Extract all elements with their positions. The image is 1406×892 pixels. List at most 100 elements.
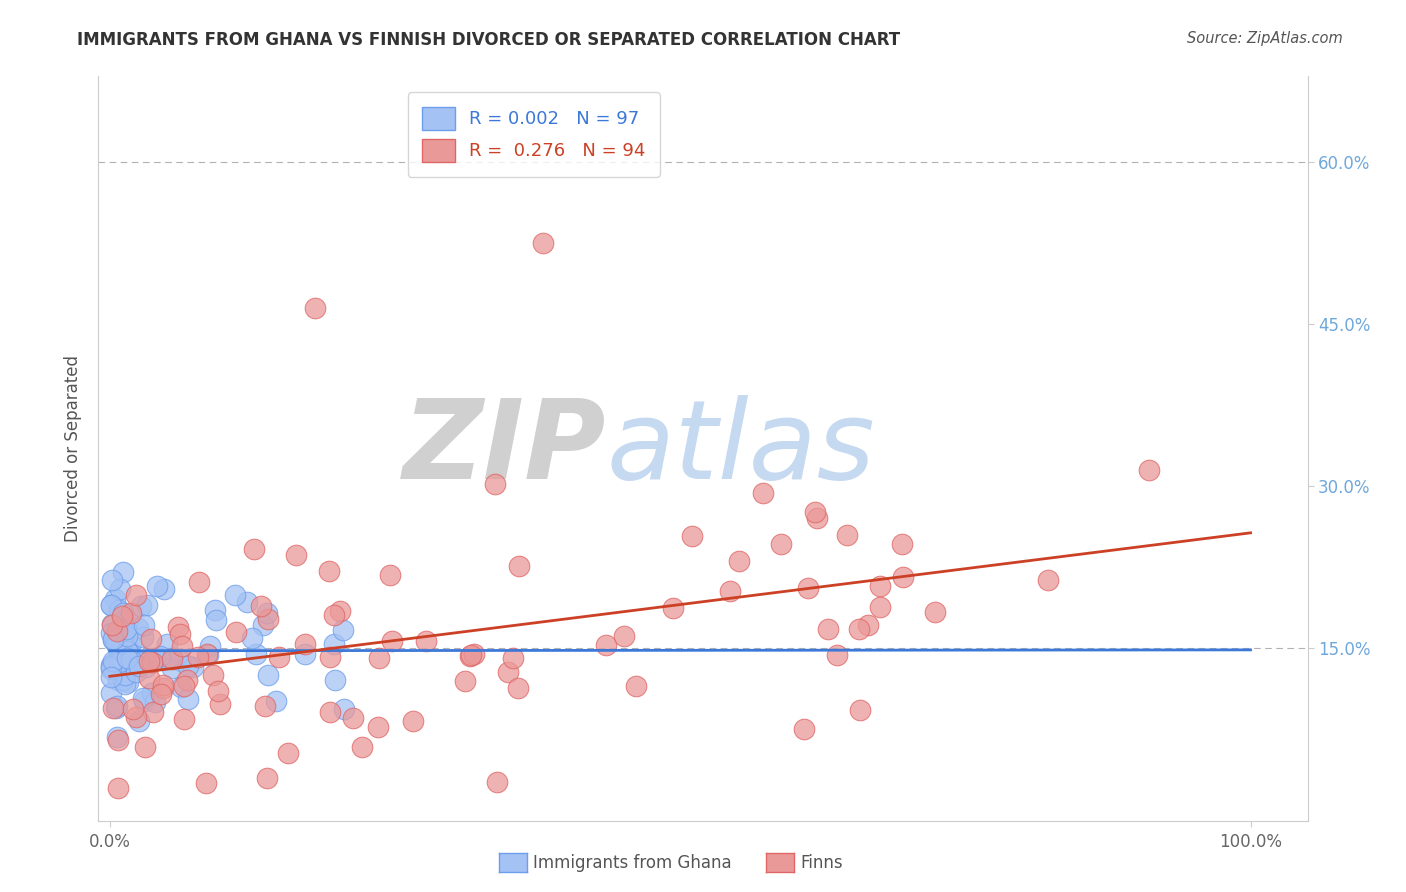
Point	[121, 702, 143, 716]
Point	[114, 677, 136, 691]
Point	[139, 632, 162, 646]
Point	[112, 606, 135, 620]
Point	[613, 629, 636, 643]
Point	[111, 673, 134, 687]
Point	[835, 527, 858, 541]
Point	[319, 649, 342, 664]
Point	[496, 665, 519, 679]
Point	[187, 574, 209, 589]
Point	[117, 629, 139, 643]
Point	[256, 607, 278, 621]
Legend: R = 0.002   N = 97, R =  0.276   N = 94: R = 0.002 N = 97, R = 0.276 N = 94	[408, 92, 659, 177]
Point	[141, 656, 163, 670]
Point	[294, 637, 316, 651]
Point	[804, 505, 827, 519]
Point	[856, 618, 879, 632]
Point	[121, 658, 143, 673]
Point	[111, 566, 134, 580]
Point	[107, 732, 129, 747]
Point	[848, 622, 870, 636]
Point	[115, 651, 138, 665]
Point	[329, 604, 352, 618]
Point	[120, 657, 142, 671]
Point	[176, 658, 198, 673]
Point	[250, 599, 273, 613]
Point	[769, 536, 792, 550]
Point	[128, 659, 150, 673]
Point	[454, 673, 477, 688]
Point	[105, 639, 128, 653]
Point	[728, 554, 751, 568]
Point	[350, 739, 373, 754]
Point	[817, 623, 839, 637]
Point	[181, 659, 204, 673]
Point	[100, 662, 122, 676]
Point	[752, 486, 775, 500]
Point	[149, 649, 172, 664]
Point	[160, 651, 183, 665]
Point	[114, 623, 136, 637]
Point	[508, 558, 530, 573]
Point	[156, 636, 179, 650]
Point	[318, 564, 340, 578]
Point	[100, 686, 122, 700]
Point	[110, 633, 132, 648]
Point	[257, 612, 280, 626]
Point	[402, 714, 425, 728]
Point	[277, 746, 299, 760]
Point	[381, 634, 404, 648]
Point	[793, 722, 815, 736]
Point	[240, 631, 263, 645]
Point	[170, 654, 193, 668]
Point	[484, 477, 506, 491]
Point	[253, 698, 276, 713]
Point	[170, 639, 193, 653]
Point	[624, 679, 647, 693]
Point	[135, 598, 157, 612]
Point	[342, 711, 364, 725]
Point	[201, 668, 224, 682]
Point	[797, 581, 820, 595]
Point	[224, 588, 246, 602]
Point	[101, 658, 124, 673]
Point	[162, 661, 184, 675]
Point	[112, 615, 135, 630]
Point	[825, 648, 848, 663]
Point	[101, 618, 124, 632]
Point	[121, 658, 143, 673]
Point	[100, 598, 122, 612]
Point	[322, 607, 344, 622]
Point	[128, 714, 150, 728]
Point	[105, 730, 128, 744]
Point	[460, 648, 482, 662]
Point	[118, 648, 141, 662]
Point	[132, 691, 155, 706]
Point	[187, 650, 209, 665]
Point	[152, 681, 174, 695]
Point	[100, 659, 122, 673]
Point	[662, 601, 685, 615]
Point	[207, 684, 229, 698]
Point	[367, 720, 389, 734]
Point	[101, 654, 124, 668]
Point	[681, 529, 703, 543]
Point	[198, 640, 221, 654]
Point	[1036, 573, 1059, 587]
Point	[132, 694, 155, 708]
Point	[120, 653, 142, 667]
Point	[139, 651, 162, 665]
Point	[152, 582, 174, 596]
Point	[100, 657, 122, 672]
Point	[114, 640, 136, 654]
Point	[141, 686, 163, 700]
Point	[152, 678, 174, 692]
Point	[103, 630, 125, 644]
Point	[252, 617, 274, 632]
Point	[100, 626, 122, 640]
Point	[134, 739, 156, 754]
Point	[204, 603, 226, 617]
Point	[120, 606, 142, 620]
Point	[127, 621, 149, 635]
Point	[160, 651, 183, 665]
Point	[869, 600, 891, 615]
